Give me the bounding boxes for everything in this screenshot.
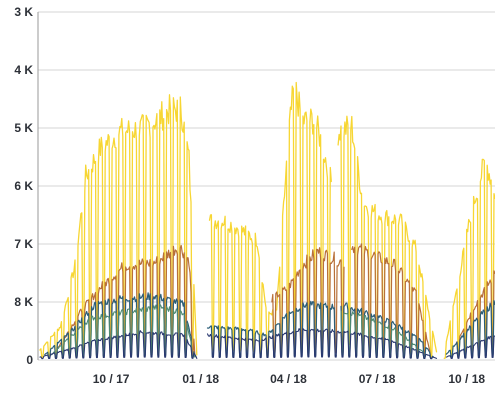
- series-line-2: [445, 300, 495, 359]
- y-axis-ticks: 0 8 K 7 K 6 K 5 K 4 K 3 K: [14, 5, 33, 367]
- y-tick-label: 7 K: [14, 237, 33, 251]
- series-line-1: [351, 243, 432, 360]
- y-tick-label: 4 K: [14, 63, 33, 77]
- y-tick-label: 8 K: [14, 295, 33, 309]
- x-tick-label: 10 / 18: [448, 372, 485, 386]
- y-tick-label: 3 K: [14, 5, 33, 19]
- y-tick-label: 0: [26, 353, 33, 367]
- series-line-0: [443, 158, 495, 359]
- series-layer: [39, 81, 495, 360]
- x-tick-label: 01 / 18: [182, 372, 219, 386]
- series-line-3: [51, 303, 196, 359]
- x-tick-label: 04 / 18: [270, 372, 307, 386]
- series-line-0: [39, 94, 198, 359]
- series-line-0: [208, 81, 332, 357]
- series-line-4: [39, 330, 198, 360]
- x-tick-label: 10 / 17: [93, 372, 130, 386]
- series-line-4: [206, 328, 438, 360]
- y-tick-label: 6 K: [14, 179, 33, 193]
- gridlines: [37, 11, 495, 361]
- y-tick-label: 5 K: [14, 121, 33, 135]
- x-tick-label: 07 / 18: [359, 372, 396, 386]
- series-line-1: [455, 270, 495, 359]
- x-axis-ticks: 10 / 17 01 / 18 04 / 18 07 / 18 10 / 18: [93, 372, 486, 386]
- series-line-4: [445, 335, 495, 360]
- series-line-0: [337, 115, 438, 358]
